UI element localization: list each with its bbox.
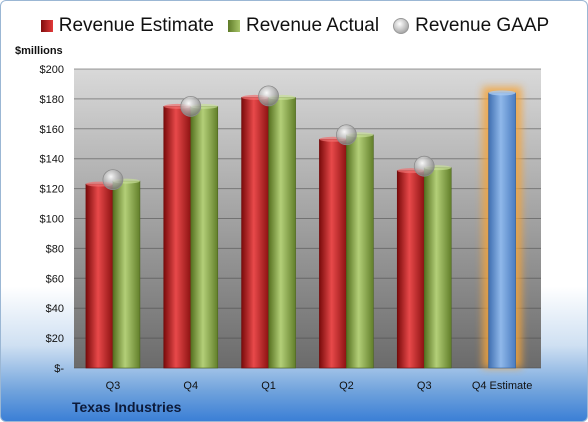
bar-revenue-estimate [163,106,192,369]
y-tick-label: $120 [40,184,64,196]
marker-revenue-gaap [180,95,202,117]
x-tick-label: Q3 [106,380,121,392]
company-name: Texas Industries [72,399,182,415]
marker-revenue-gaap [102,169,124,191]
legend-item-estimate: Revenue Estimate [40,15,214,37]
bar-revenue-actual [112,180,141,369]
x-tick-label: Q3 [417,380,432,392]
x-axis-ticks: Q3 Q4 Q1 Q2 Q3 Q4 Estimate [106,380,533,392]
y-tick-label: $- [54,363,64,375]
bar-revenue-estimate [488,92,516,369]
y-tick-label: $180 [40,94,64,106]
legend-label-gaap: Revenue GAAP [415,15,550,36]
y-tick-label: $40 [46,303,64,315]
x-tick-label: Q1 [261,380,276,392]
legend-item-gaap: Revenue GAAP [393,15,549,37]
y-tick-label: $160 [40,124,64,136]
y-tick-label: $80 [46,243,64,255]
y-tick-label: $100 [40,214,64,226]
legend-swatch-gaap [393,18,410,34]
legend-label-estimate: Revenue Estimate [58,15,214,36]
bars [85,85,522,369]
bar-revenue-estimate [319,138,347,369]
legend-swatch-actual [228,20,240,32]
y-axis-ticks: $- $20 $40 $60 $80 $100 $120 $140 $160 $180 $200 [40,64,65,375]
marker-revenue-gaap [336,124,357,146]
y-tick-label: $60 [46,273,64,285]
x-tick-label: Q4 Estimate [472,380,533,392]
bar-revenue-estimate [85,183,114,369]
marker-revenue-gaap [258,85,279,107]
x-tick-label: Q2 [339,380,354,392]
y-tick-label: $200 [40,64,64,76]
y-tick-label: $20 [46,333,64,345]
marker-revenue-gaap [413,155,435,177]
bar-revenue-actual [423,167,452,369]
bar-revenue-estimate [241,97,269,369]
legend-swatch-estimate [40,20,53,32]
bar-revenue-actual [190,106,219,369]
bar-top-cap [488,90,516,96]
x-tick-label: Q4 [183,380,198,392]
y-axis-units-label: $millions [15,45,63,57]
legend-item-actual: Revenue Actual [228,15,379,37]
legend-label-actual: Revenue Actual [246,15,380,36]
bar-revenue-actual [268,97,296,369]
bar-revenue-estimate [396,170,425,369]
bar-revenue-actual [346,134,374,369]
y-tick-label: $140 [40,154,64,166]
gridlines [74,68,541,369]
legend: Revenue Estimate Revenue Actual Revenue … [1,15,587,37]
